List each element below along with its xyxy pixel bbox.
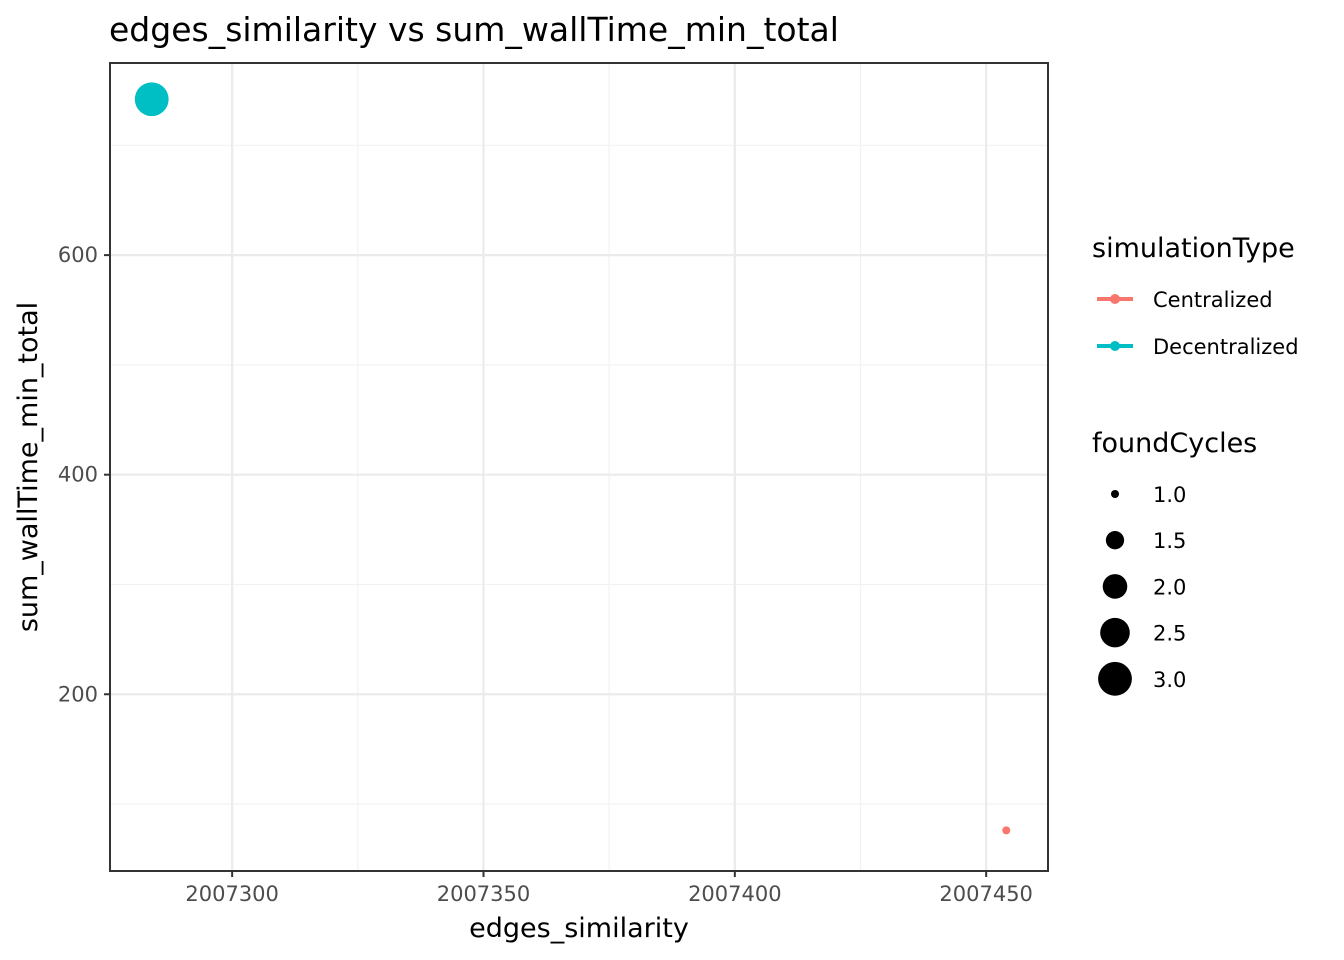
- data-points: [134, 82, 1011, 835]
- plot-panel-background: [110, 63, 1048, 871]
- x-axis-ticks: 2007300 2007350 2007400 2007450: [185, 871, 1033, 906]
- legend-label-centralized: Centralized: [1153, 288, 1273, 312]
- size-legend-label: 1.0: [1153, 483, 1186, 507]
- minor-gridlines: [110, 63, 1048, 871]
- size-legend-key: [1102, 574, 1128, 599]
- legend-label-decentralized: Decentralized: [1153, 335, 1299, 359]
- y-tick-label: 400: [58, 463, 98, 487]
- x-tick-label: 2007450: [939, 882, 1033, 906]
- y-tick-label: 600: [58, 243, 98, 267]
- size-legend-label: 3.0: [1153, 668, 1186, 692]
- color-legend: simulationType Centralized Decentralized: [1092, 233, 1299, 359]
- size-legend-label: 2.5: [1153, 622, 1186, 646]
- size-legend-key: [1100, 617, 1130, 648]
- major-gridlines: [110, 63, 1048, 871]
- size-legend-key: [1111, 490, 1119, 498]
- data-point-decentralized: [134, 82, 169, 117]
- color-legend-title: simulationType: [1092, 233, 1295, 264]
- y-axis-ticks: 200 400 600: [58, 243, 110, 706]
- size-legend-title: foundCycles: [1092, 428, 1257, 459]
- size-legend-label: 2.0: [1153, 575, 1186, 599]
- legend-key-point-centralized: [1110, 294, 1120, 304]
- size-legend-key: [1105, 531, 1125, 550]
- x-axis-title: edges_similarity: [469, 913, 689, 944]
- x-tick-label: 2007350: [437, 882, 531, 906]
- size-legend-label: 1.5: [1153, 529, 1186, 553]
- x-tick-label: 2007300: [185, 882, 279, 906]
- x-tick-label: 2007400: [688, 882, 782, 906]
- y-axis-title: sum_wallTime_min_total: [13, 302, 44, 632]
- size-legend-items: 1.0 1.5 2.0 2.5 3.0: [1098, 483, 1186, 696]
- legend-key-point-decentralized: [1110, 341, 1120, 351]
- chart-title: edges_similarity vs sum_wallTime_min_tot…: [109, 10, 839, 49]
- legend-item-centralized: Centralized: [1097, 288, 1273, 312]
- y-tick-label: 200: [58, 682, 98, 706]
- legend-item-decentralized: Decentralized: [1097, 335, 1299, 359]
- plot-panel-border: [109, 62, 1049, 872]
- data-point-centralized: [1002, 826, 1011, 835]
- size-legend: foundCycles 1.0 1.5 2.0 2.5 3.0: [1092, 428, 1257, 696]
- size-legend-key: [1098, 661, 1132, 696]
